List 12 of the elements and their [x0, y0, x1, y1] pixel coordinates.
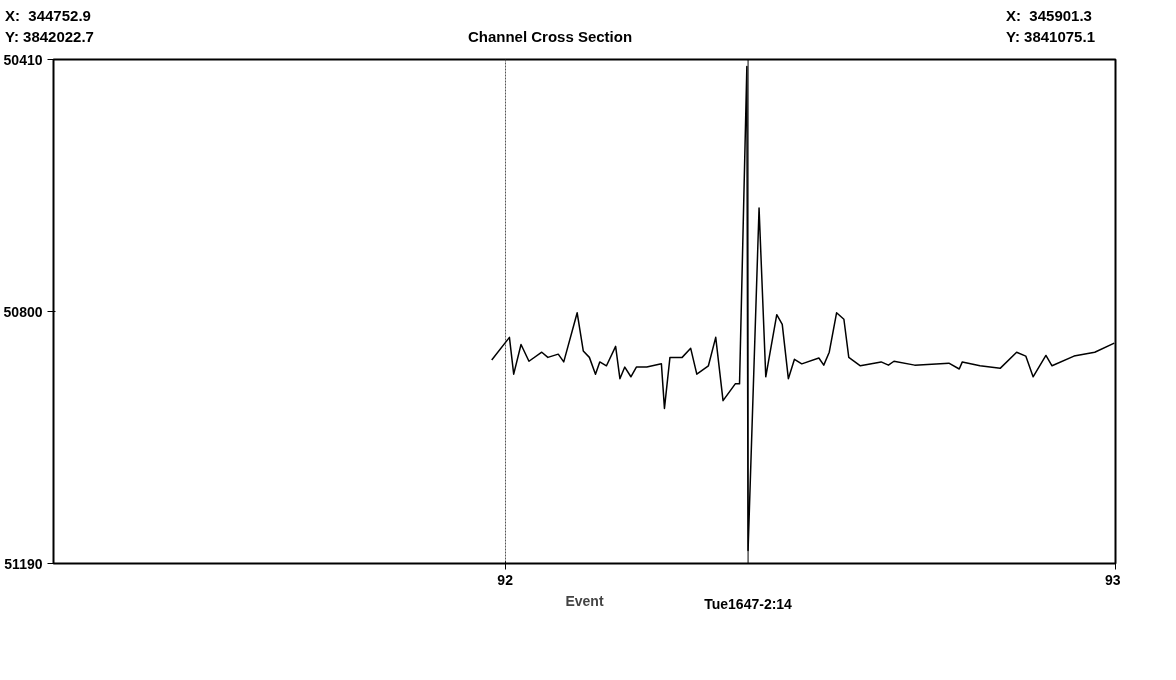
y-tick-label: 50800	[3, 303, 43, 320]
text: Y: 3842022.7	[5, 28, 94, 46]
text: X: 344752.9	[5, 7, 91, 24]
y-tick-label: 51190	[4, 555, 43, 572]
text: Tue1647-2:14	[704, 595, 793, 612]
text: Y: 3841075.1	[1006, 28, 1095, 46]
x-tick-label: 93	[1104, 571, 1121, 588]
x-tick-label: 92	[497, 571, 514, 588]
x-axis-title: Event	[565, 592, 604, 609]
text: X: 345901.3	[1006, 7, 1092, 24]
chart-title: Channel Cross Section	[467, 27, 633, 48]
y-tick-label: 50410	[3, 51, 43, 68]
